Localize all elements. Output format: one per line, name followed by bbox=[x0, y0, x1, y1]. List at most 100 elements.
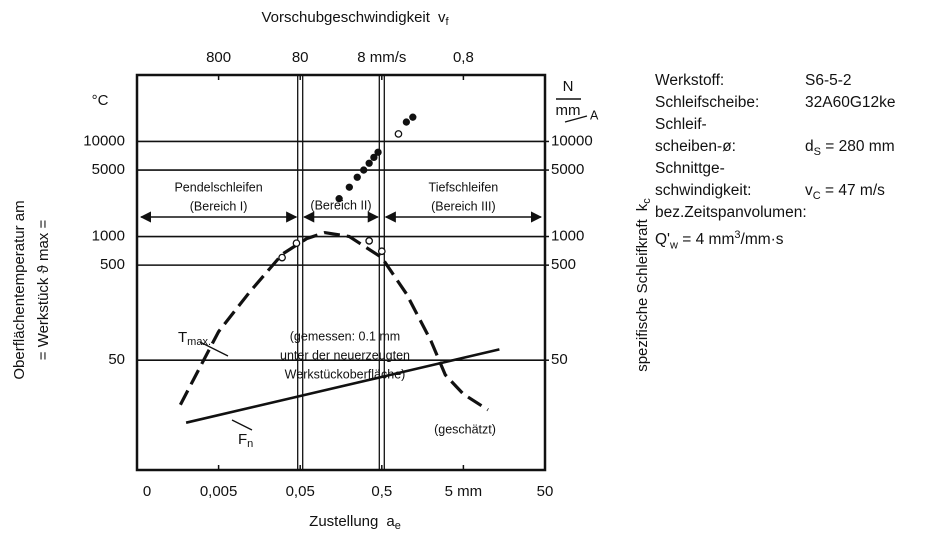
x-origin-label: 0 bbox=[143, 483, 151, 500]
axis-title-symbol: v bbox=[438, 9, 446, 26]
series-label: Fn bbox=[238, 431, 253, 450]
y2-tick-label: 10000 bbox=[551, 132, 593, 149]
data-point bbox=[360, 166, 368, 174]
data-point bbox=[365, 237, 374, 245]
region-name: Pendelschleifen bbox=[174, 180, 262, 194]
data-point bbox=[409, 113, 417, 121]
annotation: (geschätzt) bbox=[434, 422, 496, 436]
axis-title: spezifische Schleifkraft kc bbox=[634, 198, 653, 372]
info-value: = 47 m/s bbox=[820, 182, 885, 199]
info-value: w bbox=[670, 239, 678, 252]
info-value: /mm·s bbox=[740, 231, 784, 249]
x-tick-label: 50 bbox=[537, 483, 554, 500]
info-label: Schleifscheibe: bbox=[655, 94, 760, 111]
axis-title-sub: f bbox=[445, 16, 449, 28]
y-axis-title: Oberflächentemperatur am bbox=[11, 200, 28, 379]
x-tick-label: 5 mm bbox=[445, 483, 483, 500]
data-point bbox=[353, 173, 361, 181]
y-tick-label: 5000 bbox=[92, 161, 125, 178]
info-value: v bbox=[805, 182, 813, 199]
info-value: S bbox=[813, 146, 821, 159]
y2-unit-num: N bbox=[563, 78, 574, 95]
axis-title-symbol: k bbox=[634, 203, 651, 211]
data-point bbox=[374, 148, 382, 156]
x2-tick-label: 800 bbox=[206, 49, 231, 66]
series-label-main: F bbox=[238, 431, 247, 448]
annotation: unter der neuerzeugten bbox=[280, 348, 410, 362]
info-value: d bbox=[805, 138, 814, 155]
y2-tick-label: 500 bbox=[551, 256, 576, 273]
info-value: 32A60G12ke bbox=[805, 94, 896, 111]
axis-title-sub: c bbox=[641, 198, 653, 204]
x2-tick-label: 8 mm/s bbox=[357, 49, 406, 66]
series-label-sub: n bbox=[247, 438, 253, 450]
info-value: = 4 mm bbox=[677, 231, 735, 249]
axis-title-text: spezifische Schleifkraft bbox=[634, 218, 651, 371]
y2-tick-label: 50 bbox=[551, 351, 568, 368]
info-label: bez.Zeitspanvolumen: bbox=[655, 204, 807, 221]
info-value: S6-5-2 bbox=[805, 72, 852, 89]
data-point bbox=[335, 195, 343, 203]
leader-line bbox=[231, 419, 253, 431]
info-label: scheiben-ø: bbox=[655, 138, 736, 155]
region-name: Tiefschleifen bbox=[429, 180, 499, 194]
region-sub: (Bereich III) bbox=[431, 199, 496, 213]
y-tick-label: 50 bbox=[108, 351, 125, 368]
info-row: scheiben-ø: dS = 280 mm bbox=[655, 136, 896, 158]
annotation: A bbox=[590, 108, 599, 122]
info-value: Q' bbox=[655, 231, 671, 249]
region-sub: (Bereich I) bbox=[190, 199, 248, 213]
axis-title-text: Zustellung bbox=[309, 513, 378, 530]
info-label: Werkstoff: bbox=[655, 72, 725, 89]
series-line bbox=[185, 348, 500, 424]
x2-tick-label: 0,8 bbox=[453, 49, 474, 66]
info-value: C bbox=[812, 190, 821, 203]
axis-title-symbol: a bbox=[386, 513, 395, 530]
x-tick-label: 0,005 bbox=[200, 483, 238, 500]
info-row: Schleifscheibe: 32A60G12ke bbox=[655, 92, 896, 114]
info-value: = 280 mm bbox=[820, 138, 895, 155]
info-row: bez.Zeitspanvolumen: bbox=[655, 202, 896, 224]
y2-unit-den: mm bbox=[556, 102, 581, 119]
y-tick-label: 1000 bbox=[92, 227, 125, 244]
axis-title: Vorschubgeschwindigkeit vf bbox=[262, 9, 450, 28]
info-label: Schnittge- bbox=[655, 160, 725, 177]
annotation: Werkstückoberfläche) bbox=[285, 367, 406, 381]
info-row: Q'w = 4 mm3/mm·s bbox=[655, 224, 896, 251]
x-tick-label: 0,05 bbox=[286, 483, 315, 500]
info-row: Schnittge- bbox=[655, 158, 896, 180]
series-line bbox=[178, 230, 489, 412]
info-row: Werkstoff: S6-5-2 bbox=[655, 70, 896, 92]
info-panel: Werkstoff: S6-5-2 Schleifscheibe: 32A60G12k… bbox=[655, 70, 896, 251]
y2-tick-label: 1000 bbox=[551, 227, 584, 244]
info-value: 3 bbox=[734, 229, 741, 241]
data-point bbox=[370, 153, 378, 162]
info-row: Schleif- bbox=[655, 114, 896, 136]
leader-line bbox=[564, 115, 588, 123]
axis-title-text: Vorschubgeschwindigkeit bbox=[262, 9, 431, 26]
y-tick-label: 10000 bbox=[83, 132, 125, 149]
axis-title: Zustellung ae bbox=[309, 513, 401, 532]
info-label: Schleif- bbox=[655, 116, 707, 133]
info-row: schwindigkeit: vC = 47 m/s bbox=[655, 180, 896, 202]
data-point bbox=[402, 118, 411, 126]
y2-tick-label: 5000 bbox=[551, 161, 584, 178]
plot-frame bbox=[135, 73, 547, 472]
y-unit: °C bbox=[92, 92, 109, 109]
y-axis-title: = Werkstück ϑ max = bbox=[35, 220, 52, 361]
y-tick-label: 500 bbox=[100, 256, 125, 273]
annotation: (gemessen: 0.1 mm bbox=[290, 329, 400, 343]
data-point bbox=[377, 247, 386, 256]
leader-line bbox=[199, 341, 229, 357]
data-point bbox=[278, 253, 286, 262]
data-point bbox=[365, 159, 373, 167]
data-point bbox=[292, 239, 301, 248]
info-label: schwindigkeit: bbox=[655, 182, 752, 199]
series-label-main: T bbox=[178, 329, 187, 346]
data-point bbox=[345, 183, 353, 191]
data-point bbox=[394, 130, 403, 138]
x2-tick-label: 80 bbox=[292, 49, 309, 66]
axis-title-sub: e bbox=[395, 520, 401, 532]
